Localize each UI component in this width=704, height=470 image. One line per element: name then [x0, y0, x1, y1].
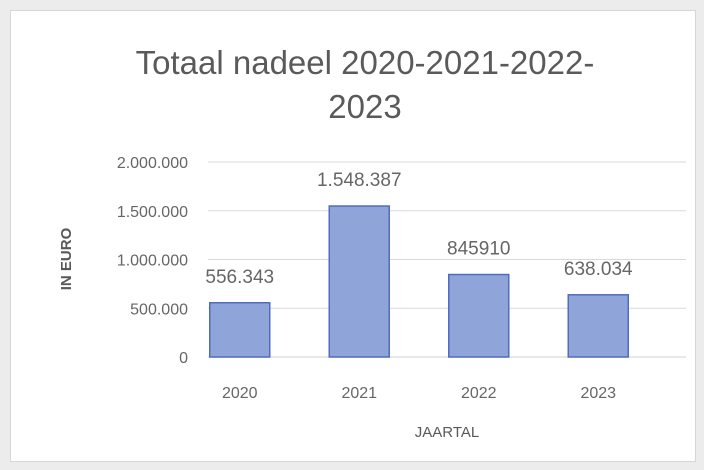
y-tick-labels: 0 500.000 1.000.000 1.500.000 2.000.000 [117, 155, 188, 367]
y-tick-label: 0 [179, 350, 188, 367]
x-tick-label-2021: 2021 [341, 385, 377, 402]
x-tick-label-2022: 2022 [461, 385, 497, 402]
bar-2023 [567, 294, 629, 358]
y-tick-label: 1.500.000 [117, 204, 188, 221]
y-axis-label: IN EURO [58, 227, 75, 290]
x-axis-label: JAARTAL [415, 424, 479, 441]
y-tick-label: 2.000.000 [117, 155, 188, 172]
data-label-2020: 556.343 [205, 267, 274, 288]
y-tick-label: 1.000.000 [117, 253, 188, 270]
y-tick-label: 500.000 [130, 301, 188, 318]
data-label-2021: 1.548.387 [317, 170, 402, 191]
chart-title-line-1: Totaal nadeel 2020-2021-2022- [136, 44, 595, 81]
data-label-2023: 638.034 [564, 259, 633, 280]
bar-2021 [328, 205, 390, 358]
bars [209, 205, 629, 358]
bar-2020 [209, 302, 271, 358]
x-tick-labels: 2020 2021 2022 2023 [222, 385, 616, 402]
data-labels: 556.343 1.548.387 845910 638.034 [205, 170, 633, 288]
x-tick-label-2020: 2020 [222, 385, 258, 402]
bar-2022 [448, 273, 510, 358]
chart-title-line-2: 2023 [328, 88, 401, 125]
data-label-2022: 845910 [447, 239, 510, 260]
x-tick-label-2023: 2023 [580, 385, 616, 402]
